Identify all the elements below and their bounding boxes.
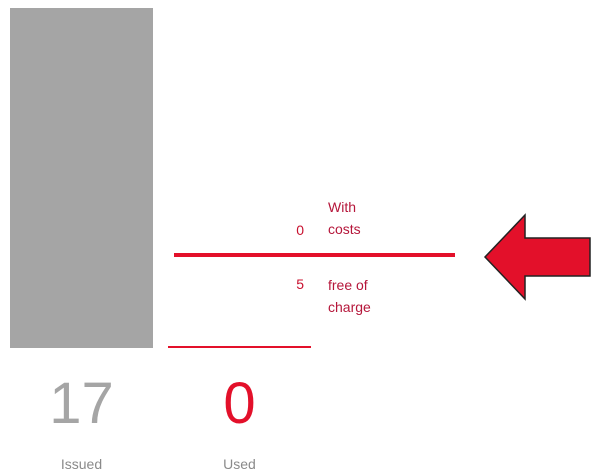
used-label: Used	[223, 456, 256, 472]
free-label: free of charge	[328, 277, 371, 315]
arrow	[483, 213, 591, 301]
issued-label: Issued	[60, 456, 103, 472]
free-value: 5	[296, 276, 304, 292]
issued-value: 17	[49, 371, 114, 436]
used-value: 0	[223, 371, 256, 436]
with-costs-value: 0	[296, 222, 304, 238]
with-costs-label: With costs	[328, 199, 361, 237]
arrow-icon	[483, 213, 591, 301]
divider	[174, 253, 455, 257]
used-baseline	[168, 346, 311, 348]
issued-bar	[10, 8, 153, 348]
